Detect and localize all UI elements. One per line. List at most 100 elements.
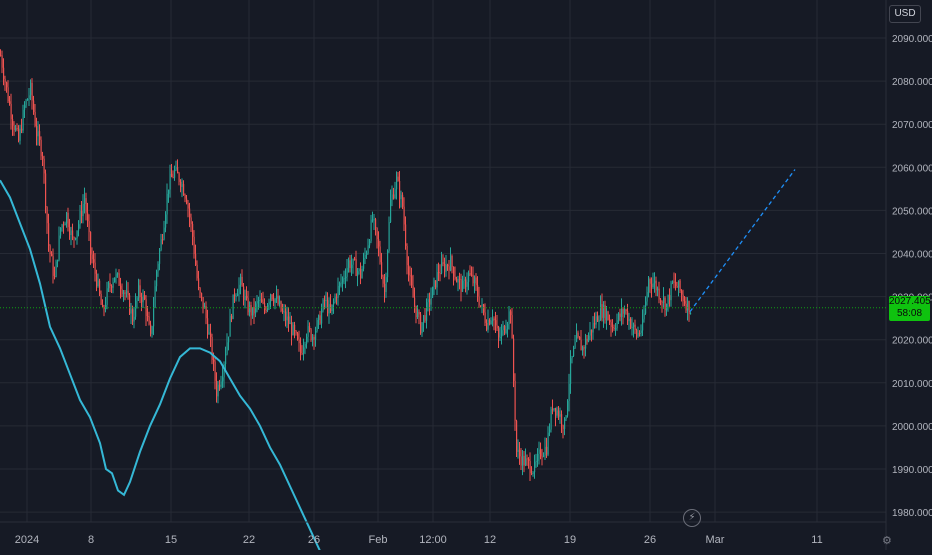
candle-body <box>396 176 398 190</box>
candle-body <box>616 320 618 329</box>
candle-body <box>441 262 443 274</box>
candle-body <box>340 282 342 284</box>
candle-body <box>603 305 605 318</box>
candle-body <box>4 78 6 83</box>
candle-body <box>487 319 489 330</box>
candle-body <box>103 306 105 310</box>
candle-body <box>555 408 557 416</box>
candle-body <box>36 126 38 137</box>
candle-body <box>31 82 33 101</box>
candle-body <box>378 239 380 247</box>
candle-body <box>343 278 345 280</box>
candle-body <box>499 336 501 338</box>
candle-body <box>469 273 471 275</box>
candle-body <box>195 253 197 265</box>
candle-body <box>52 256 54 276</box>
gear-icon[interactable]: ⚙ <box>882 535 892 547</box>
candle-body <box>394 189 396 199</box>
candle-body <box>66 212 68 224</box>
candle-body <box>549 429 551 433</box>
candle-body <box>120 285 122 290</box>
candle-body <box>40 139 42 157</box>
currency-selector[interactable]: USD <box>889 5 921 23</box>
candle-body <box>91 254 93 260</box>
candle-body <box>258 299 260 302</box>
candle-body <box>463 279 465 281</box>
candle-body <box>219 384 221 387</box>
candle-body <box>339 282 341 286</box>
candle-body <box>255 303 257 314</box>
candle-body <box>496 325 498 329</box>
candle-body <box>610 322 612 327</box>
candle-body <box>180 181 182 187</box>
candle-body <box>39 131 41 140</box>
candle-body <box>664 297 666 311</box>
y-tick-label: 2080.000 <box>892 77 932 88</box>
candle-body <box>409 275 411 277</box>
candle-body <box>271 294 273 300</box>
candle-body <box>78 224 80 231</box>
candle-body <box>567 401 569 416</box>
candle-body <box>153 307 155 327</box>
candle-body <box>61 224 63 228</box>
candle-body <box>618 313 620 321</box>
candle-body <box>259 299 261 301</box>
candle-body <box>634 324 636 330</box>
candle-body <box>334 296 336 302</box>
candle-body <box>514 380 516 421</box>
candle-body <box>511 315 513 339</box>
candle-body <box>456 278 458 283</box>
candle-body <box>226 342 228 355</box>
candle-body <box>370 219 372 242</box>
lightning-icon[interactable]: ⚡ <box>683 509 701 527</box>
candle-body <box>661 301 663 303</box>
candle-body <box>388 222 390 251</box>
candle-body <box>156 271 158 287</box>
candle-body <box>9 101 11 104</box>
moving-average <box>0 179 323 555</box>
candle-body <box>345 276 347 279</box>
candle-body <box>550 408 552 430</box>
candle-body <box>157 263 159 272</box>
candle-body <box>573 347 575 357</box>
candle-body <box>448 266 450 271</box>
candle-body <box>102 304 104 307</box>
candle-body <box>600 304 602 320</box>
candle-body <box>519 449 521 457</box>
candle-body <box>660 299 662 302</box>
candle-body <box>486 322 488 330</box>
candle-body <box>10 103 12 120</box>
candle-body <box>435 280 437 288</box>
x-tick-label: 15 <box>165 534 177 546</box>
candle-body <box>22 109 24 131</box>
candle-body <box>438 272 440 274</box>
candle-body <box>178 173 180 182</box>
candle-body <box>303 347 305 354</box>
candle-body <box>586 338 588 342</box>
candle-body <box>133 316 135 322</box>
candle-body <box>55 261 57 277</box>
candle-body <box>430 297 432 305</box>
candle-body <box>13 125 15 130</box>
candle-body <box>562 425 564 429</box>
candle-body <box>183 184 185 196</box>
candle-body <box>34 112 36 127</box>
candle-body <box>84 198 86 204</box>
candle-body <box>417 311 419 318</box>
candle-body <box>93 259 95 263</box>
candle-body <box>411 276 413 286</box>
candle-body <box>90 232 92 255</box>
candle-body <box>327 300 329 314</box>
candle-body <box>436 272 438 288</box>
candle-body <box>100 293 102 305</box>
candle-body <box>393 194 395 199</box>
candle-body <box>552 408 554 410</box>
candle-body <box>216 380 218 397</box>
candle-body <box>676 285 678 288</box>
candle-body <box>391 194 393 200</box>
candle-body <box>64 223 66 226</box>
candle-body <box>210 332 212 337</box>
candle-body <box>423 315 425 323</box>
